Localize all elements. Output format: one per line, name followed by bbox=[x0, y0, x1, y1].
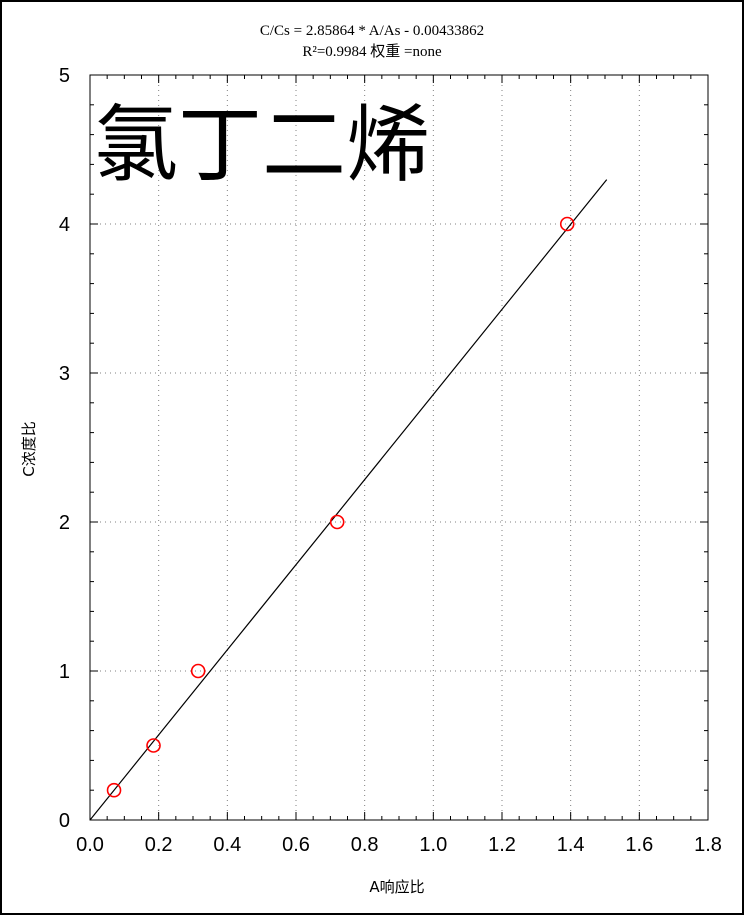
y-tick-label: 4 bbox=[59, 214, 70, 236]
y-tick-label: 3 bbox=[59, 363, 70, 385]
x-tick-label: 0.6 bbox=[282, 834, 310, 856]
y-tick-label: 5 bbox=[59, 65, 70, 87]
x-tick-label: 1.4 bbox=[557, 834, 585, 856]
x-tick-label: 0.0 bbox=[76, 834, 104, 856]
y-tick-label: 1 bbox=[59, 661, 70, 683]
data-point bbox=[329, 514, 345, 530]
chart-title: C/Cs = 2.85864 * A/As - 0.00433862 bbox=[260, 23, 484, 39]
chart-subtitle: R²=0.9984 权重 =none bbox=[302, 43, 442, 60]
x-tick-label: 1.8 bbox=[694, 834, 722, 856]
y-axis-label: C浓度比 bbox=[20, 421, 38, 476]
axis-ticks bbox=[89, 74, 709, 821]
y-tick-label: 0 bbox=[59, 810, 70, 832]
compound-name-label: 氯丁二烯 bbox=[94, 96, 430, 194]
x-tick-label: 1.0 bbox=[419, 834, 447, 856]
data-point bbox=[146, 738, 161, 753]
x-tick-label: 0.4 bbox=[213, 834, 241, 856]
data-point bbox=[190, 663, 206, 679]
x-tick-label: 0.8 bbox=[351, 834, 379, 856]
x-tick-label: 1.2 bbox=[488, 834, 516, 856]
y-tick-labels: 0 1 2 3 4 5 bbox=[59, 65, 70, 832]
data-points bbox=[106, 216, 575, 798]
x-tick-labels: 0.0 0.2 0.4 0.6 0.8 1.0 1.2 1.4 1.6 1.8 bbox=[76, 834, 722, 856]
x-tick-label: 1.6 bbox=[625, 834, 653, 856]
y-tick-label: 2 bbox=[59, 512, 70, 534]
grid-lines bbox=[90, 75, 708, 820]
fit-line bbox=[89, 179, 608, 821]
data-point bbox=[106, 782, 122, 798]
data-point bbox=[559, 216, 575, 232]
x-tick-label: 0.2 bbox=[145, 834, 173, 856]
x-axis-label: A响应比 bbox=[369, 878, 424, 896]
